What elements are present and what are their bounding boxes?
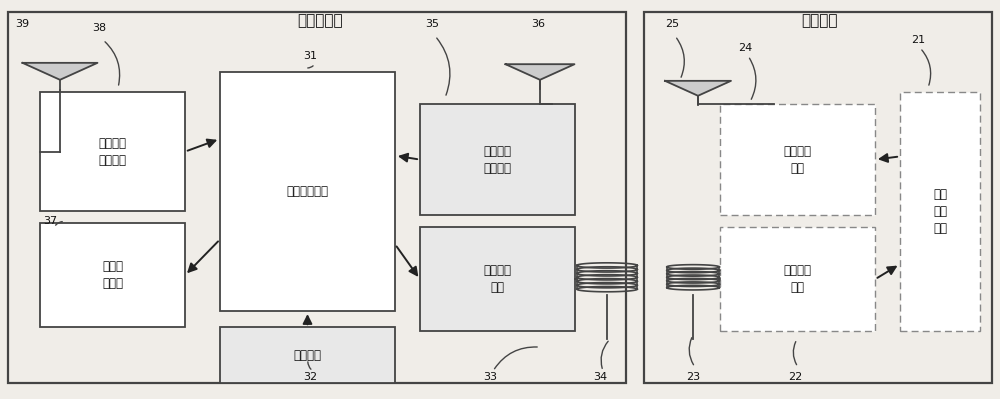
Bar — [40, 92, 185, 211]
Bar — [420, 104, 575, 215]
Text: 24: 24 — [738, 43, 752, 53]
Text: 25: 25 — [665, 19, 679, 29]
Polygon shape — [506, 64, 574, 80]
Text: 38: 38 — [92, 23, 106, 33]
Text: 23: 23 — [686, 372, 700, 382]
Text: 门内高频
接收模块: 门内高频 接收模块 — [98, 136, 126, 167]
Text: 门外高频
接收模块: 门外高频 接收模块 — [484, 144, 512, 175]
Bar — [8, 12, 626, 383]
Bar — [720, 104, 875, 215]
Text: 34: 34 — [593, 372, 607, 382]
Text: 39: 39 — [15, 19, 29, 29]
Bar — [900, 92, 980, 331]
Polygon shape — [22, 63, 98, 80]
Text: 电机驱
动模块: 电机驱 动模块 — [102, 260, 123, 290]
Text: 31: 31 — [303, 51, 317, 61]
Text: 高频发送
模块: 高频发送 模块 — [784, 144, 812, 175]
Text: 触发模块: 触发模块 — [294, 349, 322, 361]
Bar — [220, 327, 395, 383]
Text: 基站主控模块: 基站主控模块 — [287, 185, 328, 198]
Text: 35: 35 — [425, 19, 439, 29]
Text: 智能锁基站: 智能锁基站 — [297, 13, 343, 28]
Text: 低频发送
模块: 低频发送 模块 — [484, 264, 512, 294]
Bar — [220, 72, 395, 311]
Text: 37: 37 — [43, 216, 57, 227]
Text: 21: 21 — [911, 35, 925, 45]
Text: 智能钥匙: 智能钥匙 — [802, 13, 838, 28]
Polygon shape — [665, 81, 731, 96]
Bar — [644, 12, 992, 383]
Text: 33: 33 — [483, 372, 497, 382]
Bar — [420, 227, 575, 331]
Bar — [720, 227, 875, 331]
Text: 36: 36 — [531, 19, 545, 29]
Text: 22: 22 — [788, 372, 802, 382]
Text: 32: 32 — [303, 372, 317, 382]
Bar — [40, 223, 185, 327]
Text: 低频接收
模块: 低频接收 模块 — [784, 264, 812, 294]
Text: 钥匙
主控
模块: 钥匙 主控 模块 — [933, 188, 947, 235]
